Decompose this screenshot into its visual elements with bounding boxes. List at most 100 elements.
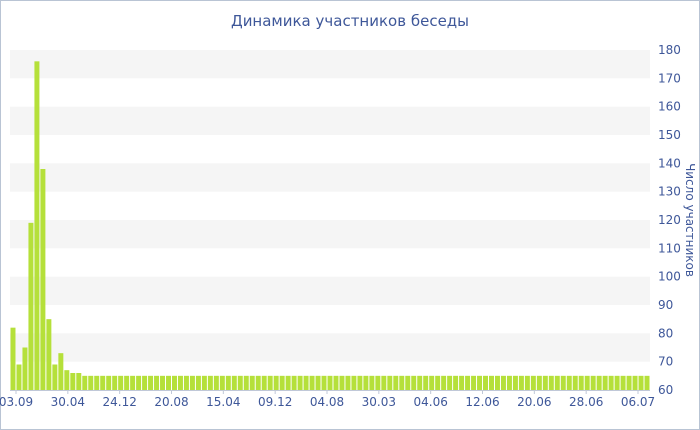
bar [566, 375, 572, 390]
x-tick-label: 09.12 [258, 395, 292, 409]
bar [207, 375, 213, 390]
bar [381, 375, 387, 390]
bar [423, 375, 429, 390]
y-tick-label: 170 [658, 71, 681, 85]
bar [620, 375, 626, 390]
bar [124, 375, 130, 390]
grid-band [10, 163, 650, 192]
bar [291, 375, 297, 390]
bar [142, 375, 148, 390]
bar [243, 375, 249, 390]
bar [512, 375, 518, 390]
bar [195, 375, 201, 390]
bar [387, 375, 393, 390]
bar [548, 375, 554, 390]
bar [237, 375, 243, 390]
grid-band [10, 276, 650, 305]
bar [267, 375, 273, 390]
y-tick-label: 180 [658, 43, 681, 57]
bar [177, 375, 183, 390]
bar [76, 373, 82, 390]
bar [530, 375, 536, 390]
bar [100, 375, 106, 390]
bar [518, 375, 524, 390]
y-tick-label: 60 [658, 383, 673, 397]
y-tick-label: 120 [658, 213, 681, 227]
bar [303, 375, 309, 390]
bar [52, 364, 58, 390]
x-tick-label: 12.06 [465, 395, 499, 409]
y-tick-label: 70 [658, 355, 673, 369]
bar [536, 375, 542, 390]
bar [16, 364, 22, 390]
bar [399, 375, 405, 390]
bar [309, 375, 315, 390]
bar [632, 375, 638, 390]
y-tick-label: 110 [658, 241, 681, 255]
x-tick-label: 20.08 [154, 395, 188, 409]
x-tick-label: 24.12 [102, 395, 136, 409]
bar [46, 319, 52, 390]
bar [500, 375, 506, 390]
y-tick-label: 130 [658, 185, 681, 199]
bar [285, 375, 291, 390]
bar [339, 375, 345, 390]
bar [524, 375, 530, 390]
bar [315, 375, 321, 390]
bar [477, 375, 483, 390]
y-tick-label: 100 [658, 270, 681, 284]
y-tick-label: 160 [658, 100, 681, 114]
y-tick-label: 140 [658, 156, 681, 170]
bar [34, 61, 40, 390]
bar [429, 375, 435, 390]
bar [447, 375, 453, 390]
grid-band [10, 50, 650, 79]
bar [608, 375, 614, 390]
bar [154, 375, 160, 390]
bar [375, 375, 381, 390]
bar [273, 375, 279, 390]
bar [345, 375, 351, 390]
bar [279, 375, 285, 390]
bar [584, 375, 590, 390]
bar [483, 375, 489, 390]
bar [118, 375, 124, 390]
bar [333, 375, 339, 390]
bar [255, 375, 261, 390]
bar [22, 347, 28, 390]
bar [626, 375, 632, 390]
bar [130, 375, 136, 390]
bar [106, 375, 112, 390]
x-tick-label: 20.06 [517, 395, 551, 409]
bar [225, 375, 231, 390]
bar [249, 375, 255, 390]
bar [542, 375, 548, 390]
bar [88, 375, 94, 390]
x-tick-label: 03.09 [0, 395, 33, 409]
bar [94, 375, 100, 390]
bar [160, 375, 166, 390]
bar [363, 375, 369, 390]
bar [411, 375, 417, 390]
bar [453, 375, 459, 390]
x-tick-label: 28.06 [569, 395, 603, 409]
x-tick-label: 04.08 [310, 395, 344, 409]
bar [28, 222, 34, 390]
bar [183, 375, 189, 390]
bar [572, 375, 578, 390]
bar [638, 375, 644, 390]
bar [10, 327, 16, 390]
bar [231, 375, 237, 390]
grid-band [10, 106, 650, 135]
bar [369, 375, 375, 390]
bar [261, 375, 267, 390]
bar [357, 375, 363, 390]
bar [327, 375, 333, 390]
bar [219, 375, 225, 390]
bar [297, 375, 303, 390]
bar [189, 375, 195, 390]
bar [58, 353, 64, 390]
bar [560, 375, 566, 390]
bar [321, 375, 327, 390]
